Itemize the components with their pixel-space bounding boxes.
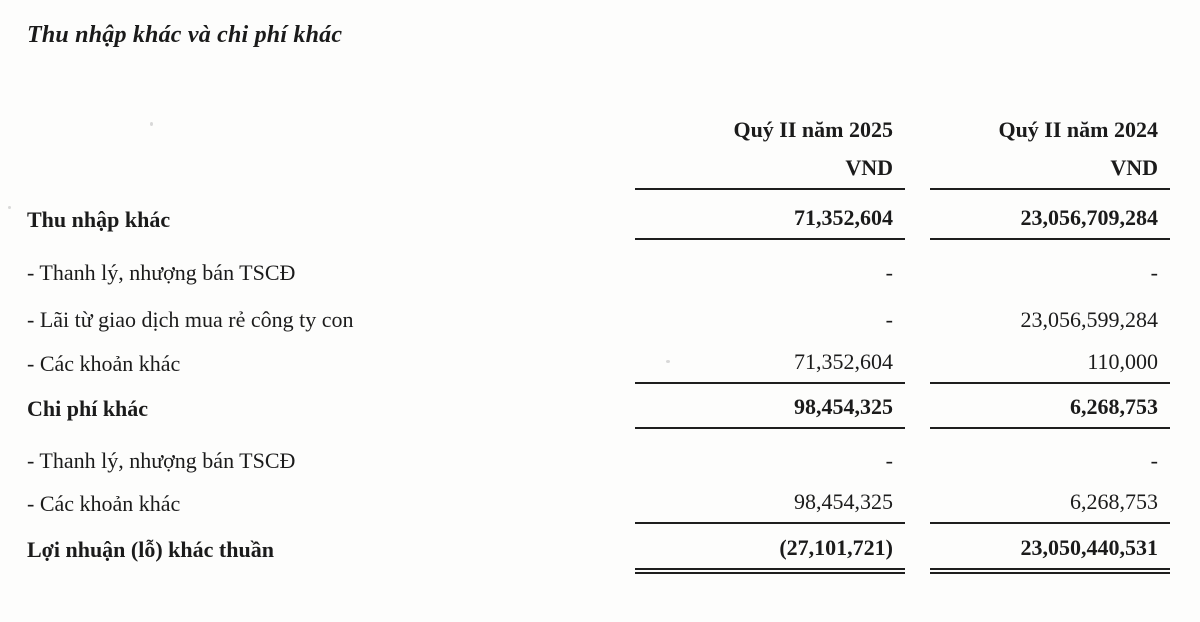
scan-speck: [666, 360, 670, 363]
table-row-cac-khoan-khac-expense: - Các khoản khác 98,454,325 6,268,753: [27, 485, 1170, 524]
table-row-chi-phi-khac: Chi phí khác 98,454,325 6,268,753: [27, 384, 1170, 429]
row-label: - Các khoản khác: [27, 491, 181, 516]
value-2024: 23,056,599,284: [1020, 307, 1159, 332]
value-2025: -: [885, 307, 893, 332]
table-row-loi-nhuan-khac-thuan: Lợi nhuận (lỗ) khác thuần (27,101,721) 2…: [27, 524, 1170, 574]
value-2024: 110,000: [930, 348, 1170, 384]
column-header-2025: Quý II năm 2025: [733, 117, 893, 142]
row-label: - Thanh lý, nhượng bán TSCĐ: [27, 260, 296, 285]
value-2025: (27,101,721): [635, 534, 905, 574]
row-label: Chi phí khác: [27, 396, 149, 421]
value-2025: 98,454,325: [635, 488, 905, 524]
row-label: Thu nhập khác: [27, 207, 171, 232]
unit-label-2024: VND: [930, 154, 1170, 190]
table-header-row: Quý II năm 2025 Quý II năm 2024: [27, 112, 1170, 144]
unit-spacer: [27, 184, 635, 190]
value-2025: -: [885, 448, 893, 473]
header-spacer: [27, 138, 635, 144]
unit-label-2025: VND: [635, 154, 905, 190]
value-2024: 23,050,440,531: [930, 534, 1170, 574]
table-row-thanh-ly-tscd-income: - Thanh lý, nhượng bán TSCĐ - -: [27, 240, 1170, 295]
row-label: - Thanh lý, nhượng bán TSCĐ: [27, 448, 296, 473]
scan-speck: [150, 122, 153, 126]
value-2024: 6,268,753: [930, 488, 1170, 524]
table-row-thu-nhap-khac: Thu nhập khác 71,352,604 23,056,709,284: [27, 190, 1170, 240]
table-row-lai-mua-re-cong-ty-con: - Lãi từ giao dịch mua rẻ công ty con - …: [27, 295, 1170, 340]
section-title: Thu nhập khác và chi phí khác: [27, 22, 343, 48]
table-row-cac-khoan-khac-income: - Các khoản khác 71,352,604 110,000: [27, 340, 1170, 384]
value-2025: -: [885, 260, 893, 285]
value-2024: -: [1150, 260, 1158, 285]
table-unit-row: VND VND: [27, 144, 1170, 190]
value-2024: 23,056,709,284: [930, 204, 1170, 240]
value-2025: 71,352,604: [635, 204, 905, 240]
column-header-2024: Quý II năm 2024: [998, 117, 1158, 142]
value-2024: 6,268,753: [930, 393, 1170, 429]
row-label: - Lãi từ giao dịch mua rẻ công ty con: [27, 307, 354, 332]
row-label: Lợi nhuận (lỗ) khác thuần: [27, 537, 274, 562]
value-2024: -: [1150, 448, 1158, 473]
scan-speck: [8, 206, 11, 209]
value-2025: 98,454,325: [635, 393, 905, 429]
value-2025: 71,352,604: [635, 348, 905, 384]
row-label: - Các khoản khác: [27, 351, 181, 376]
table-row-thanh-ly-tscd-expense: - Thanh lý, nhượng bán TSCĐ - -: [27, 429, 1170, 485]
